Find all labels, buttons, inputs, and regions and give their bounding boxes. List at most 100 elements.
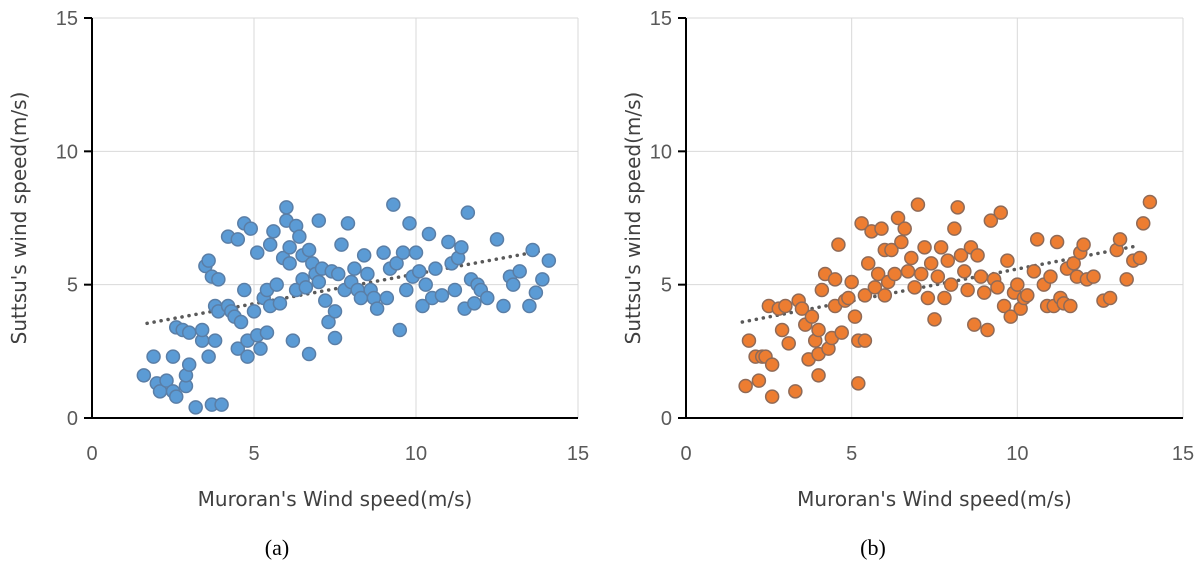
- data-point: [285, 333, 301, 348]
- data-point: [441, 234, 456, 250]
- data-point: [814, 282, 830, 298]
- data-point: [269, 277, 284, 292]
- x-tick-label: 0: [86, 443, 97, 465]
- data-point: [857, 333, 873, 348]
- data-point: [860, 256, 876, 271]
- data-point: [399, 282, 414, 298]
- data-point: [857, 288, 873, 303]
- x-axis-label: Muroran's Wind speed(m/s): [198, 487, 473, 511]
- data-point: [318, 293, 333, 308]
- data-point: [751, 373, 767, 388]
- data-point: [392, 322, 408, 338]
- data-point: [794, 301, 810, 316]
- data-point: [937, 290, 952, 306]
- data-point: [1086, 269, 1101, 284]
- data-point: [369, 301, 385, 316]
- data-point: [781, 336, 796, 351]
- data-point: [181, 325, 197, 340]
- data-point: [181, 357, 197, 372]
- data-point: [321, 314, 336, 330]
- data-point: [330, 266, 346, 282]
- data-point: [1000, 253, 1015, 268]
- data-point: [1132, 250, 1148, 266]
- data-point: [774, 322, 790, 338]
- data-point: [402, 216, 417, 231]
- data-point: [920, 290, 936, 306]
- data-point: [1043, 269, 1058, 284]
- data-point: [233, 314, 249, 330]
- x-tick-label: 15: [1172, 443, 1194, 465]
- data-point: [421, 226, 437, 242]
- data-point: [467, 296, 482, 311]
- data-point: [230, 232, 246, 247]
- data-point: [894, 234, 909, 250]
- data-point: [943, 277, 959, 292]
- data-point: [512, 264, 527, 279]
- data-point: [1049, 234, 1065, 250]
- data-point: [541, 253, 557, 268]
- data-point: [976, 285, 992, 300]
- data-point: [1076, 237, 1091, 252]
- data-point: [1102, 290, 1118, 306]
- data-point: [907, 280, 922, 295]
- data-point: [917, 240, 932, 255]
- data-point: [356, 248, 372, 263]
- data-point: [841, 290, 856, 306]
- data-point: [738, 378, 753, 394]
- scatter-panel-b: 0 5 10 15 0 5 10 15 Muroran's Wind speed(m/s) Sut…: [621, 8, 1194, 560]
- data-point: [1112, 232, 1128, 247]
- data-point: [211, 272, 226, 287]
- x-tick-label: 10: [1006, 443, 1028, 465]
- data-point: [877, 288, 893, 303]
- data-point: [884, 242, 899, 258]
- data-point: [386, 197, 401, 212]
- data-point: [904, 250, 919, 266]
- data-point: [301, 242, 317, 258]
- data-point: [844, 274, 859, 290]
- data-point: [340, 216, 356, 231]
- data-point: [136, 368, 152, 383]
- data-point: [1020, 288, 1035, 303]
- data-point: [851, 376, 866, 391]
- data-point: [1010, 277, 1025, 292]
- data-point: [168, 389, 184, 404]
- data-point: [311, 213, 327, 228]
- data-point: [505, 277, 521, 292]
- data-point: [159, 373, 174, 388]
- y-tick-label: 15: [650, 8, 672, 30]
- panel-caption: (b): [860, 535, 886, 560]
- data-point: [1135, 216, 1151, 231]
- data-point: [960, 282, 975, 298]
- data-point: [327, 304, 343, 319]
- y-tick-label: 15: [56, 8, 78, 30]
- data-point: [230, 341, 246, 356]
- data-point: [990, 280, 1005, 295]
- data-point: [834, 325, 849, 340]
- data-point: [496, 298, 511, 314]
- data-point: [243, 221, 259, 236]
- data-point: [804, 309, 820, 324]
- data-point: [535, 272, 550, 287]
- data-point: [292, 229, 307, 244]
- data-point: [854, 216, 869, 231]
- data-point: [1066, 256, 1081, 271]
- data-point: [240, 349, 255, 364]
- y-tick-label: 0: [67, 408, 78, 430]
- data-point: [980, 322, 995, 338]
- data-point: [489, 232, 505, 247]
- y-tick-label: 10: [56, 141, 78, 163]
- data-point: [811, 368, 826, 383]
- data-point: [279, 200, 294, 215]
- data-point: [194, 322, 210, 338]
- data-point: [253, 341, 268, 356]
- data-point: [525, 242, 540, 258]
- data-point: [237, 282, 252, 298]
- data-point: [741, 333, 757, 348]
- data-point: [764, 389, 780, 404]
- data-point: [870, 266, 886, 282]
- data-point: [415, 298, 430, 314]
- x-tick-label: 0: [680, 443, 691, 465]
- data-point: [1003, 309, 1018, 324]
- data-point: [266, 224, 281, 239]
- data-point: [847, 309, 863, 324]
